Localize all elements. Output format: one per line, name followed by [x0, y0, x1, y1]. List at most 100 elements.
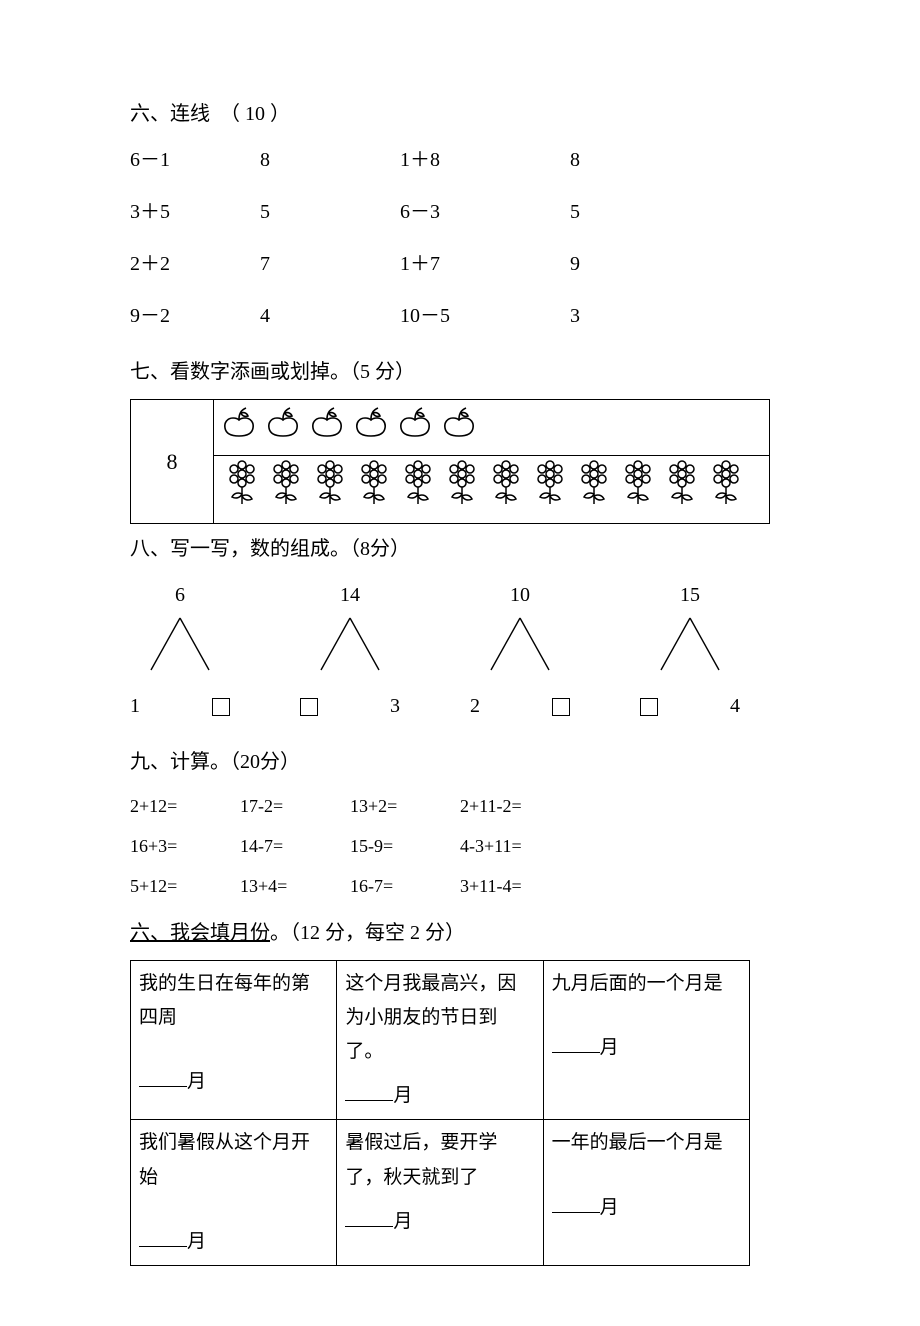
calc-cell: 2+12=: [130, 789, 240, 823]
calc-cell: 17-2=: [240, 789, 350, 823]
month-cell: 暑假过后，要开学了，秋天就到了月: [337, 1120, 543, 1266]
number-composition-row: 61143102154: [130, 576, 790, 725]
month-cell-text: 我的生日在每年的第四周: [139, 967, 328, 1035]
month-cell: 我们暑假从这个月开始月: [131, 1120, 337, 1266]
calc-cell: 13+2=: [350, 789, 460, 823]
calc-cell: 4-3+11=: [460, 829, 610, 863]
month-cell-text: 这个月我最高兴，因为小朋友的节日到了。: [345, 967, 534, 1070]
v-shape-icon: [485, 616, 555, 672]
flower-icon: [484, 460, 528, 506]
composition-value: 1: [130, 687, 140, 725]
calc-cell: 5+12=: [130, 869, 240, 903]
month-answer: 月: [345, 1205, 534, 1239]
match-cell: 3＋5: [130, 193, 260, 231]
blank-line[interactable]: [552, 1193, 600, 1213]
match-cell: 2＋2: [130, 245, 260, 283]
flower-icon: [704, 460, 748, 506]
calc-cell: 16+3=: [130, 829, 240, 863]
match-cell: 3: [570, 297, 710, 335]
blank-line[interactable]: [139, 1227, 187, 1247]
month-cell-text: 一年的最后一个月是: [552, 1126, 741, 1160]
blank-box: [640, 687, 658, 725]
match-cell: 6－3: [400, 193, 570, 231]
month-answer: 月: [552, 1191, 741, 1225]
composition-value: 2: [470, 687, 480, 725]
match-cell: 8: [260, 141, 400, 179]
blank-line[interactable]: [345, 1207, 393, 1227]
number-composition: 143: [300, 576, 400, 725]
match-cell: 9: [570, 245, 710, 283]
month-answer: 月: [552, 1031, 741, 1065]
number-composition: 15 4: [640, 576, 740, 725]
calc-cell: 3+11-4=: [460, 869, 610, 903]
composition-top: 6: [175, 576, 185, 614]
composition-value: 3: [390, 687, 400, 725]
composition-top: 10: [510, 576, 530, 614]
blank-line[interactable]: [552, 1033, 600, 1053]
calc-cell: 16-7=: [350, 869, 460, 903]
match-cell: 9－2: [130, 297, 260, 335]
composition-bottom: 1: [130, 687, 230, 725]
section-7-title: 七、看数字添画或划掉。（5 分）: [130, 353, 790, 391]
match-cell: 1＋8: [400, 141, 570, 179]
match-cell: 6－1: [130, 141, 260, 179]
flower-icon: [572, 460, 616, 506]
match-cell: 10－5: [400, 297, 570, 335]
apple-icon: [264, 404, 302, 438]
apple-icon: [220, 404, 258, 438]
blank-line[interactable]: [345, 1081, 393, 1101]
months-table: 我的生日在每年的第四周月这个月我最高兴，因为小朋友的节日到了。月九月后面的一个月…: [130, 960, 750, 1266]
blank-box: [212, 687, 230, 725]
month-cell: 一年的最后一个月是月: [543, 1120, 749, 1266]
flowers-cell: [214, 456, 770, 524]
blank-box: [300, 687, 318, 725]
match-cell: 8: [570, 141, 710, 179]
section-8-title: 八、写一写，数的组成。（8分）: [130, 530, 790, 568]
flower-icon: [220, 460, 264, 506]
v-shape-icon: [145, 616, 215, 672]
match-cell: 4: [260, 297, 400, 335]
blank-box: [552, 687, 570, 725]
target-number-cell: 8: [131, 400, 214, 524]
flower-icon: [616, 460, 660, 506]
months-title-underlined: 六、我会填月份: [130, 922, 270, 944]
flower-icon: [264, 460, 308, 506]
match-cell: 7: [260, 245, 400, 283]
flower-icon: [528, 460, 572, 506]
calculation-grid: 2+12=17-2=13+2=2+11-2= 16+3=14-7=15-9=4-3…: [130, 789, 790, 904]
calc-cell: 15-9=: [350, 829, 460, 863]
calc-cell: 14-7=: [240, 829, 350, 863]
apple-icon: [308, 404, 346, 438]
number-composition: 10 2: [470, 576, 570, 725]
month-cell-text: 我们暑假从这个月开始: [139, 1126, 328, 1194]
month-answer: 月: [139, 1065, 328, 1099]
apple-icon: [352, 404, 390, 438]
flower-icon: [440, 460, 484, 506]
month-cell-text: 暑假过后，要开学了，秋天就到了: [345, 1126, 534, 1194]
composition-value: 4: [730, 687, 740, 725]
month-cell: 九月后面的一个月是月: [543, 960, 749, 1120]
month-cell: 我的生日在每年的第四周月: [131, 960, 337, 1120]
match-cell: 1＋7: [400, 245, 570, 283]
match-cell: 5: [260, 193, 400, 231]
section-months-title: 六、我会填月份。（12 分，每空 2 分）: [130, 914, 790, 952]
section-9-title: 九、计算。（20分）: [130, 743, 790, 781]
match-cell: 5: [570, 193, 710, 231]
flower-icon: [660, 460, 704, 506]
calc-cell: 2+11-2=: [460, 789, 610, 823]
month-cell: 这个月我最高兴，因为小朋友的节日到了。月: [337, 960, 543, 1120]
apple-icon: [440, 404, 478, 438]
flower-icon: [352, 460, 396, 506]
matching-grid: 6－181＋883＋556－352＋271＋799－2410－53: [130, 141, 790, 335]
month-answer: 月: [345, 1079, 534, 1113]
apples-cell: [214, 400, 770, 456]
composition-bottom: 2: [470, 687, 570, 725]
v-shape-icon: [655, 616, 725, 672]
v-shape-icon: [315, 616, 385, 672]
number-composition: 61: [130, 576, 230, 725]
composition-top: 15: [680, 576, 700, 614]
flower-icon: [396, 460, 440, 506]
blank-line[interactable]: [139, 1067, 187, 1087]
composition-bottom: 4: [640, 687, 740, 725]
section-6-title: 六、连线 （ 10 ）: [130, 95, 790, 133]
